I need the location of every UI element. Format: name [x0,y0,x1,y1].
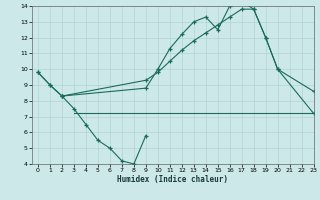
X-axis label: Humidex (Indice chaleur): Humidex (Indice chaleur) [117,175,228,184]
